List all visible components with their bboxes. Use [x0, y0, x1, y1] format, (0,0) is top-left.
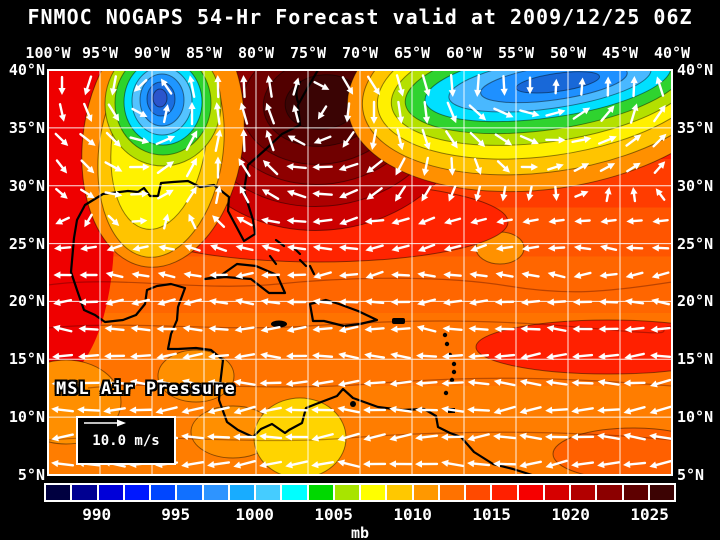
lat-label: 5°N	[17, 466, 45, 484]
colorbar-tick-label: 990	[82, 505, 112, 524]
lat-label: 35°N	[677, 118, 714, 137]
colorbar-cell	[597, 485, 622, 500]
colorbar-tick-label: 1025	[630, 505, 669, 524]
lat-label: 5°N	[677, 466, 705, 484]
colorbar-cell	[413, 485, 438, 500]
colorbar-cell	[387, 485, 412, 500]
lon-label: 40°W	[653, 44, 691, 62]
colorbar-cell	[571, 485, 596, 500]
colorbar-cell	[282, 485, 307, 500]
colorbar-cell	[46, 485, 71, 500]
coastlines	[69, 70, 534, 475]
atlantic-low-bands	[346, 70, 672, 193]
pressure-map-svg	[48, 70, 672, 475]
colorbar-tick-label: 1020	[551, 505, 590, 524]
page-title: FNMOC NOGAPS 54-Hr Forecast valid at 200…	[27, 5, 693, 29]
lon-label: 60°W	[445, 44, 483, 62]
colorbar-cell	[203, 485, 228, 500]
field-label: MSL Air Pressure	[56, 379, 236, 399]
colorbar-cell	[72, 485, 97, 500]
colorbar-tick-label: 1000	[235, 505, 274, 524]
colorbar-cell	[623, 485, 648, 500]
map-area: MSL Air Pressure 10.0 m/s	[48, 70, 672, 475]
map-frame	[48, 70, 672, 475]
colorbar-cell	[439, 485, 464, 500]
colorbar-cell	[177, 485, 202, 500]
colorbar-cell	[518, 485, 543, 500]
colorbar-tick-label: 995	[161, 505, 191, 524]
lon-label: 90°W	[133, 44, 171, 62]
colorbar-cell	[308, 485, 333, 500]
colorbar-unit: mb	[350, 524, 370, 540]
lat-label: 20°N	[677, 292, 714, 311]
colorbar-tick-label: 1005	[314, 505, 353, 524]
lon-label: 65°W	[393, 44, 431, 62]
wind-scale-legend: 10.0 m/s	[76, 416, 176, 465]
colorbar-cell	[229, 485, 254, 500]
wind-scale-arrow-icon	[84, 419, 126, 427]
colorbar-cell	[492, 485, 517, 500]
lon-label: 75°W	[289, 44, 327, 62]
lat-label: 25°N	[677, 234, 714, 253]
wind-scale-label: 10.0 m/s	[92, 432, 160, 449]
lon-label: 70°W	[341, 44, 379, 62]
lat-label: 40°N	[8, 61, 45, 79]
lat-label: 15°N	[677, 350, 714, 369]
lon-label: 55°W	[497, 44, 535, 62]
colorbar-tick-label: 1015	[472, 505, 511, 524]
colorbar-cell	[124, 485, 149, 500]
lat-label: 10°N	[8, 408, 45, 427]
lat-label: 35°N	[8, 118, 45, 137]
colorbar-cell	[256, 485, 281, 500]
wind-arrows	[51, 73, 672, 469]
lat-label: 40°N	[677, 61, 714, 79]
colorbar: 990 995 1000 1005 1010 1015 1020 1025 mb	[44, 483, 676, 540]
lat-label: 20°N	[8, 292, 45, 311]
lon-label: 45°W	[601, 44, 639, 62]
colorbar-cell	[151, 485, 176, 500]
colorbar-cells	[44, 483, 676, 502]
lon-label: 100°W	[25, 44, 71, 62]
colorbar-cell	[466, 485, 491, 500]
colorbar-cell	[334, 485, 359, 500]
colorbar-cell	[544, 485, 569, 500]
lon-label: 50°W	[549, 44, 587, 62]
colorbar-cell	[98, 485, 123, 500]
lon-label: 95°W	[81, 44, 119, 62]
islands	[271, 318, 457, 413]
lat-label: 25°N	[8, 234, 45, 253]
colorbar-tick-label: 1010	[393, 505, 432, 524]
lat-label: 15°N	[8, 350, 45, 369]
lon-label: 80°W	[237, 44, 275, 62]
lat-label: 30°N	[8, 176, 45, 195]
lat-label: 10°N	[677, 408, 714, 427]
colorbar-cell	[649, 485, 674, 500]
colorbar-cell	[361, 485, 386, 500]
grid-lines	[48, 70, 672, 475]
colorbar-ticks: 990 995 1000 1005 1010 1015 1020 1025	[44, 504, 676, 524]
lat-label: 30°N	[677, 176, 714, 195]
lon-label: 85°W	[185, 44, 223, 62]
